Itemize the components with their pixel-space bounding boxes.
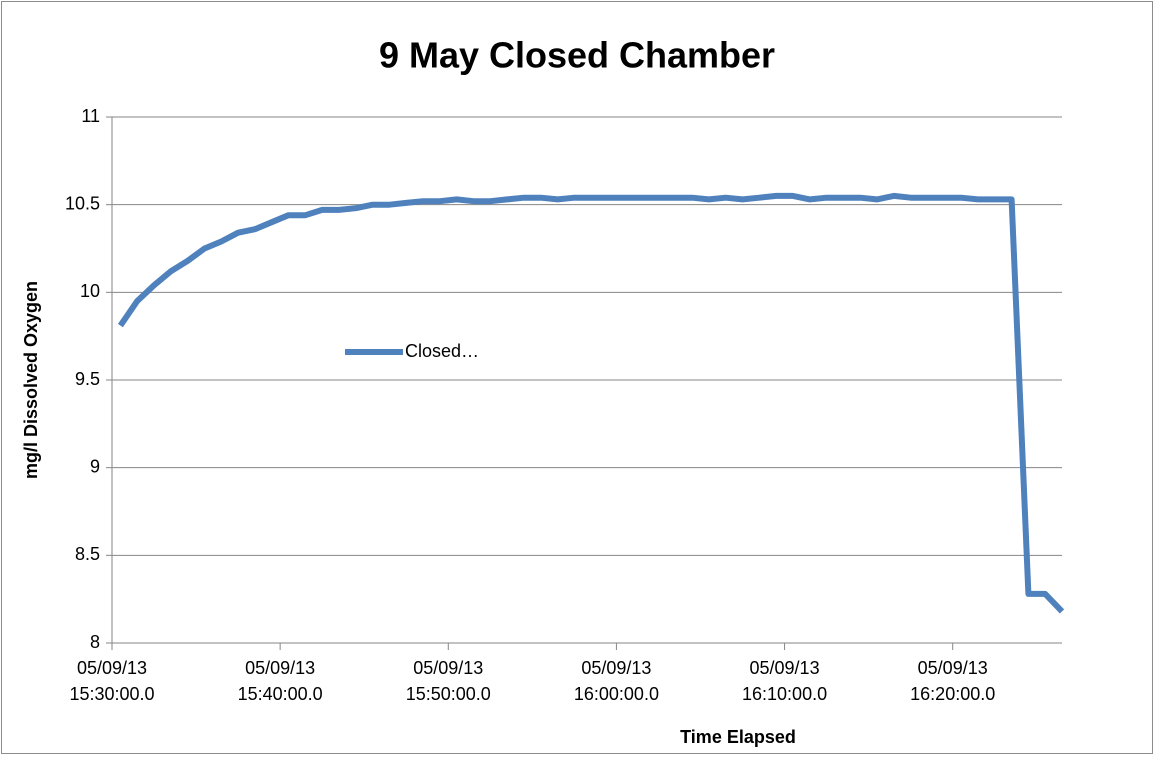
y-tick-label: 9 <box>90 456 100 476</box>
x-tick-label: 05/09/13 15:50:00.0 <box>406 658 491 704</box>
y-tick-label: 10 <box>80 281 100 301</box>
y-tick-label: 8.5 <box>75 544 100 564</box>
data-line <box>117 192 1065 614</box>
x-tick-label: 05/09/13 15:40:00.0 <box>238 658 323 704</box>
y-tick-label: 9.5 <box>75 369 100 389</box>
y-tick-label: 11 <box>81 106 100 126</box>
legend-label: Closed… <box>405 341 479 361</box>
x-tick-label: 05/09/13 16:00:00.0 <box>574 658 659 704</box>
x-tick-label: 05/09/13 16:20:00.0 <box>910 658 995 704</box>
x-tick-label: 05/09/13 15:30:00.0 <box>69 658 154 704</box>
y-tick-label: 10.5 <box>65 193 100 213</box>
chart-title: 9 May Closed Chamber <box>379 35 775 76</box>
x-axis-label: Time Elapsed <box>680 727 796 747</box>
y-axis-label: mg/l Dissolved Oxygen <box>21 281 41 479</box>
x-tick-label: 05/09/13 16:10:00.0 <box>742 658 827 704</box>
y-tick-label: 8 <box>90 632 100 652</box>
